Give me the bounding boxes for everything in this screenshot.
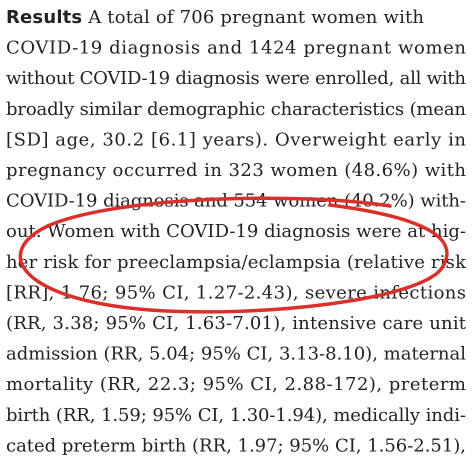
- text-line: her risk for preeclampsia/eclampsia (rel…: [6, 252, 467, 273]
- text-line: mortality (RR, 22.3; 95% CI, 2.88-172), …: [6, 374, 466, 395]
- text-line: COVID-19 diagnosis and 1424 pregnant wom…: [6, 38, 466, 59]
- text-line: COVID-19 diagnosis and 554 women (40.2%)…: [6, 191, 466, 212]
- text-line: cated preterm birth (RR, 1.97; 95% CI, 1…: [6, 435, 466, 456]
- text-span: A total of 706 pregnant women with: [82, 7, 424, 28]
- text-line: [SD] age, 30.2 [6.1] years). Overweight …: [6, 129, 466, 150]
- text-line: admission (RR, 5.04; 95% CI, 3.13-8.10),…: [6, 344, 466, 365]
- paragraph: Results A total of 706 pregnant women wi…: [6, 7, 467, 456]
- red-circle-annotation: [18, 196, 449, 314]
- text-line: out. Women with COVID-19 diagnosis were …: [6, 221, 466, 242]
- text-line: (RR, 3.38; 95% CI, 1.63-7.01), intensive…: [6, 313, 467, 334]
- text-line: Results A total of 706 pregnant women wi…: [6, 7, 424, 28]
- section-label: Results: [6, 7, 82, 28]
- text-line: [RR], 1.76; 95% CI, 1.27-2.43), severe i…: [6, 282, 466, 303]
- text-line: birth (RR, 1.59; 95% CI, 1.30-1.94), med…: [6, 405, 466, 426]
- text-line: broadly similar demographic characterist…: [6, 99, 466, 120]
- text-line: pregnancy occurred in 323 women (48.6%) …: [6, 160, 466, 181]
- text-line: without COVID-19 diagnosis were enrolled…: [6, 68, 466, 89]
